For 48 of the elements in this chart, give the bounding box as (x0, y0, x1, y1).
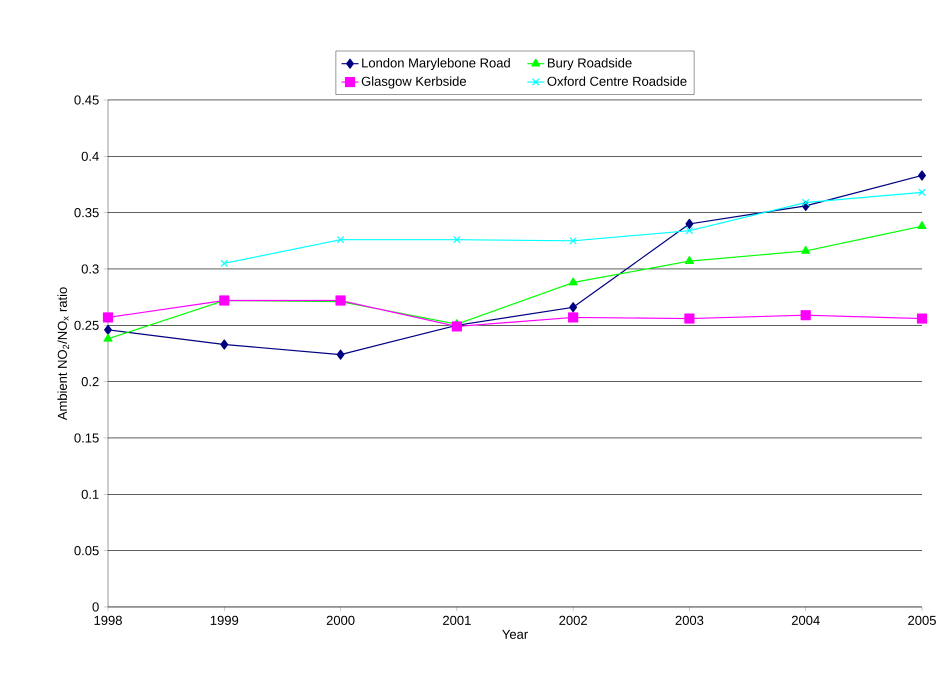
y-tick-label: 0.4 (82, 152, 99, 161)
point (802, 198, 810, 206)
point (800, 310, 811, 320)
y-tick-label: 0.15 (74, 433, 99, 443)
y-axis-title: Ambient NO$_{2}$/NO$_{x}$ ratio (57, 287, 70, 420)
y-tick-label: 0.3 (82, 264, 99, 274)
legend-label: London Marylebone Road (362, 58, 510, 70)
x-axis-title: Year (502, 630, 528, 639)
x-tick-label: 2003 (676, 616, 704, 625)
point (219, 295, 230, 306)
point (568, 277, 578, 286)
point (102, 312, 114, 323)
legend-label: Glasgow Kerbside (362, 76, 466, 88)
legend-label: Oxford Centre Roadside (548, 76, 686, 86)
point (569, 237, 577, 245)
point (801, 246, 810, 254)
y-tick-label: 0.45 (74, 95, 99, 105)
point (568, 312, 578, 323)
point (686, 226, 694, 234)
y-tick-label: 0 (92, 602, 99, 612)
point (104, 324, 112, 335)
y-tick-label: 0.1 (82, 490, 99, 499)
x-tick-label: 2002 (559, 616, 587, 625)
point (684, 313, 695, 324)
point (918, 170, 926, 181)
x-tick-label: 2004 (792, 616, 820, 625)
x-tick-label: 1999 (210, 616, 238, 625)
legend-label: Bury Roadside (548, 58, 632, 70)
point (104, 334, 113, 342)
point (569, 302, 578, 312)
x-tick-label: 1998 (94, 616, 122, 625)
point (220, 339, 228, 350)
x-tick-label: 2005 (908, 616, 936, 625)
point (336, 236, 344, 244)
y-tick-label: 0.25 (74, 320, 99, 330)
point (918, 221, 926, 230)
y-tick-label: 0.2 (82, 377, 99, 386)
y-tick-label: 0.35 (74, 208, 99, 218)
x-tick-label: 2001 (443, 616, 471, 625)
point (918, 188, 926, 196)
point (916, 313, 928, 324)
point (220, 260, 228, 268)
point (684, 256, 694, 264)
point (336, 350, 345, 360)
point (685, 218, 694, 230)
x-tick-label: 2000 (326, 616, 355, 625)
point (453, 236, 461, 244)
y-tick-label: 0.05 (74, 546, 99, 556)
